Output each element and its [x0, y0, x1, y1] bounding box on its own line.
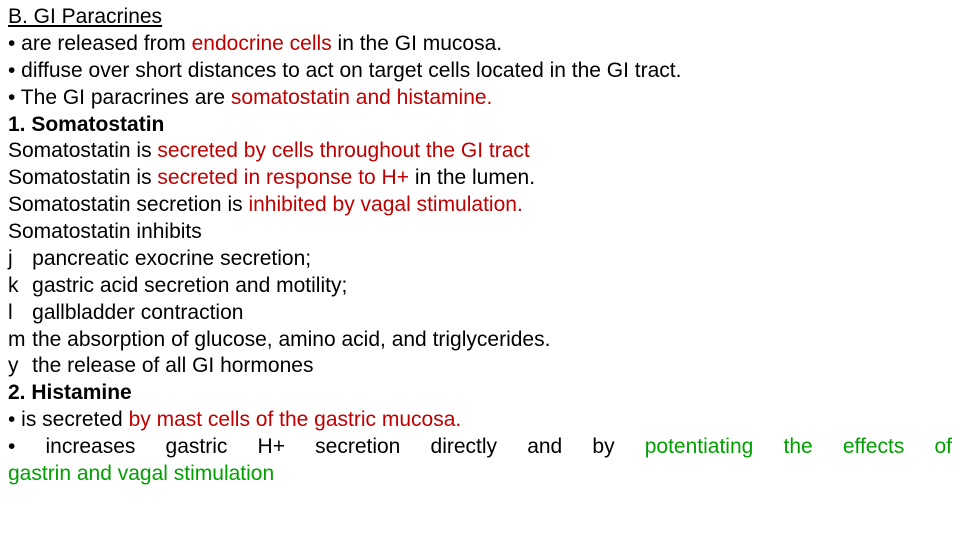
- inhibit-2: kgastric acid secretion and motility;: [8, 273, 952, 300]
- bullet-3-text-a: • The GI paracrines are: [8, 86, 231, 109]
- s1-a: Somatostatin is: [8, 139, 157, 162]
- histamine-line-2a: • increases gastric H+ secretion directl…: [8, 434, 952, 461]
- somatostatin-line-1: Somatostatin is secreted by cells throug…: [8, 138, 952, 165]
- h1-a: • is secreted: [8, 408, 129, 431]
- wingding-icon: l: [8, 300, 32, 327]
- bullet-3-text-b: somatostatin and histamine.: [231, 86, 492, 109]
- s2-c: in the lumen.: [415, 166, 535, 189]
- h1-b: by mast cells of the gastric mucosa.: [129, 408, 462, 431]
- histamine-title: 2. Histamine: [8, 380, 952, 407]
- wingding-icon: j: [8, 246, 32, 273]
- inhibit-2-text: gastric acid secretion and motility;: [32, 274, 347, 297]
- s2-b: secreted in response to H+: [157, 166, 414, 189]
- inhibit-5: ythe release of all GI hormones: [8, 353, 952, 380]
- histamine-line-1: • is secreted by mast cells of the gastr…: [8, 407, 952, 434]
- inhibit-3-text: gallbladder contraction: [32, 301, 243, 324]
- s2-a: Somatostatin is: [8, 166, 157, 189]
- inhibit-1: jpancreatic exocrine secretion;: [8, 246, 952, 273]
- somatostatin-title: 1. Somatostatin: [8, 112, 952, 139]
- wingding-icon: y: [8, 353, 32, 380]
- bullet-1-text-b: endocrine cells: [192, 32, 338, 55]
- somatostatin-line-3: Somatostatin secretion is inhibited by v…: [8, 192, 952, 219]
- bullet-3: • The GI paracrines are somatostatin and…: [8, 85, 952, 112]
- bullet-1-text-a: • are released from: [8, 32, 192, 55]
- h2-a: • increases gastric H+ secretion directl…: [8, 435, 645, 458]
- s3-b: inhibited by vagal stimulation.: [248, 193, 522, 216]
- inhibit-1-text: pancreatic exocrine secretion;: [32, 247, 311, 270]
- s1-b: secreted by cells throughout the GI trac…: [157, 139, 529, 162]
- s3-a: Somatostatin secretion is: [8, 193, 248, 216]
- inhibit-4-text: the absorption of glucose, amino acid, a…: [32, 328, 550, 351]
- inhibit-5-text: the release of all GI hormones: [32, 354, 313, 377]
- bullet-1: • are released from endocrine cells in t…: [8, 31, 952, 58]
- wingding-icon: m: [8, 327, 32, 354]
- wingding-icon: k: [8, 273, 32, 300]
- somatostatin-line-2: Somatostatin is secreted in response to …: [8, 165, 952, 192]
- inhibit-4: mthe absorption of glucose, amino acid, …: [8, 327, 952, 354]
- bullet-1-text-c: in the GI mucosa.: [338, 32, 503, 55]
- section-heading: B. GI Paracrines: [8, 4, 952, 31]
- h2-b: potentiating the effects of: [645, 435, 952, 458]
- inhibit-3: lgallbladder contraction: [8, 300, 952, 327]
- somatostatin-line-4: Somatostatin inhibits: [8, 219, 952, 246]
- bullet-2: • diffuse over short distances to act on…: [8, 58, 952, 85]
- histamine-line-2b: gastrin and vagal stimulation: [8, 461, 952, 488]
